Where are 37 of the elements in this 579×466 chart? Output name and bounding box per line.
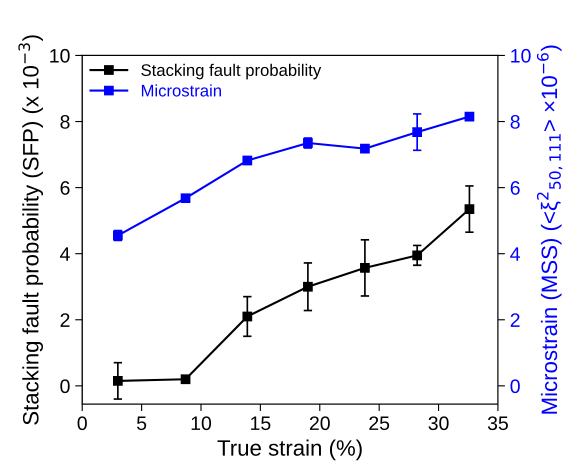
point	[242, 156, 252, 166]
x-tick-label: 20	[310, 416, 330, 430]
y-tick-label: 10	[50, 48, 70, 63]
point	[412, 127, 422, 137]
y2-tick-label: 4	[510, 247, 520, 261]
y-tick-label: 0	[60, 379, 70, 394]
x-axis-title: True strain (%)	[218, 440, 362, 460]
y2-tick-label: 10	[511, 48, 531, 63]
y2-tick-label: 6	[510, 181, 520, 195]
point	[360, 263, 370, 273]
y2-tick-label: 2	[510, 313, 520, 327]
y2-tick-label: 8	[510, 115, 520, 129]
point	[412, 250, 422, 260]
point	[360, 144, 370, 154]
point	[464, 112, 474, 122]
point	[180, 193, 190, 204]
x-tick-label: 5	[136, 416, 146, 430]
x-tick-label: 30	[428, 416, 449, 430]
x-tick-label: 35	[488, 416, 508, 430]
point	[180, 374, 190, 384]
y-tick-label: 6	[60, 181, 70, 195]
y2-tick-label: 0	[510, 379, 520, 394]
y-tick-label: 2	[60, 313, 70, 327]
legend-label: Stacking fault probability	[141, 64, 322, 80]
x-tick-label: 0	[78, 416, 87, 430]
point	[242, 312, 252, 322]
point	[303, 282, 313, 292]
point	[464, 204, 474, 214]
y-tick-label: 4	[60, 247, 70, 261]
point	[112, 376, 123, 386]
x-tick-label: 25	[369, 416, 390, 430]
x-tick-label: 15	[251, 416, 270, 430]
y-axis-title: Stacking fault probability (SFP) (x 10$^{−3}$)	[18, 35, 44, 425]
x-tick-label: 10	[192, 416, 212, 430]
y-tick-label: 8	[60, 115, 70, 129]
legend-label: Microstrain	[142, 84, 221, 97]
y2-axis-title: Microstrain (MSS) (<ξ$^{2}$$_{50,111}$> ×10$^{−6}$)	[536, 46, 562, 414]
